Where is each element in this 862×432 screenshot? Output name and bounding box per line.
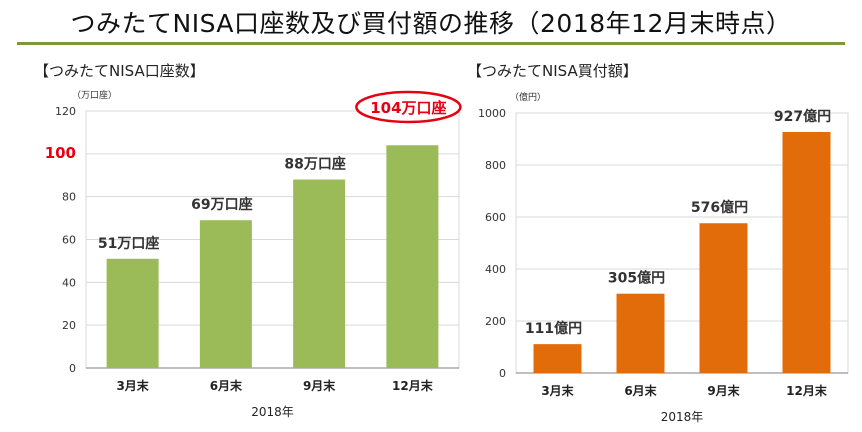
purchase-bar <box>782 131 831 373</box>
purchase-bar <box>699 223 748 373</box>
purchase-y-tick-label: 800 <box>485 159 506 172</box>
accounts-highlight-circle <box>355 90 462 124</box>
purchase-y-tick-label: 400 <box>485 263 506 276</box>
accounts-y-tick-label: 0 <box>69 362 76 375</box>
accounts-y-tick-label: 60 <box>62 234 76 247</box>
accounts-x-axis-title: 2018年 <box>251 405 294 419</box>
accounts-data-label: 69万口座 <box>191 196 252 213</box>
purchase-y-tick-label: 200 <box>485 315 506 328</box>
accounts-y-tick-label: 100 <box>45 144 76 162</box>
purchase-x-tick-label: 3月末 <box>541 383 574 398</box>
purchase-data-label: 305億円 <box>608 270 665 287</box>
purchase-y-tick-label: 600 <box>485 211 506 224</box>
accounts-y-tick-label: 80 <box>62 191 76 204</box>
accounts-data-label: 88万口座 <box>284 156 345 173</box>
accounts-data-label: 51万口座 <box>98 235 159 252</box>
purchase-bar <box>533 344 582 373</box>
accounts-bar <box>293 179 346 368</box>
accounts-x-tick-label: 6月末 <box>210 378 243 393</box>
purchase-x-tick-label: 12月末 <box>786 383 828 398</box>
accounts-y-tick-label: 40 <box>62 276 76 289</box>
purchase-y-unit-label: （億円） <box>510 91 546 103</box>
accounts-x-tick-label: 12月末 <box>392 378 434 393</box>
purchase-y-tick-label: 1000 <box>478 107 506 120</box>
accounts-chart-title: 【つみたてNISA口座数】 <box>34 62 205 80</box>
page-title: つみたてNISA口座数及び買付額の推移（2018年12月末時点） <box>70 9 792 38</box>
purchase-y-tick-label: 0 <box>499 367 506 380</box>
accounts-y-unit-label: （万口座） <box>72 89 117 101</box>
purchase-x-tick-label: 9月末 <box>707 383 740 398</box>
purchase-chart-title: 【つみたてNISA買付額】 <box>467 62 638 80</box>
accounts-data-label: 104万口座 <box>370 99 446 117</box>
purchase-data-label: 111億円 <box>525 320 582 337</box>
accounts-x-tick-label: 9月末 <box>303 378 336 393</box>
accounts-bar <box>199 220 252 368</box>
purchase-data-label: 576億円 <box>691 199 748 216</box>
purchase-x-tick-label: 6月末 <box>624 383 657 398</box>
accounts-y-tick-label: 20 <box>62 319 76 332</box>
accounts-x-tick-label: 3月末 <box>116 378 149 393</box>
accounts-y-tick-label: 120 <box>55 105 76 118</box>
purchase-x-axis-title: 2018年 <box>661 410 704 424</box>
purchase-data-label: 927億円 <box>774 108 831 125</box>
title-divider <box>17 42 845 45</box>
accounts-bar <box>106 258 159 368</box>
purchase-bar <box>616 293 665 373</box>
accounts-bar <box>386 145 439 368</box>
